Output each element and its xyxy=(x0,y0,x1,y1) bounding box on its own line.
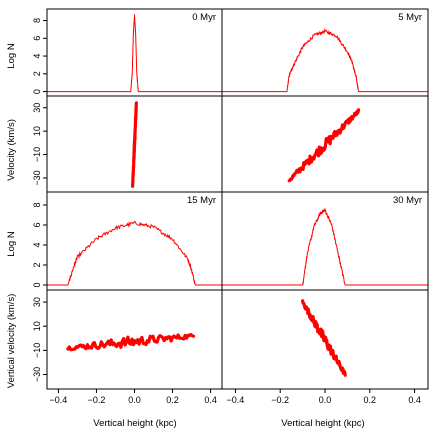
x-tick-label: 0.4 xyxy=(408,395,421,405)
y-tick-label: 6 xyxy=(32,36,42,41)
y-tick-label: 10 xyxy=(32,321,42,331)
logn-series-line xyxy=(47,14,222,93)
panel-time-label: 0 Myr xyxy=(192,12,216,23)
y-tick-label: 8 xyxy=(32,202,42,207)
y-tick-label: 8 xyxy=(32,18,42,23)
x-tick-label: 0.2 xyxy=(364,395,377,405)
panel-time-label: 30 Myr xyxy=(393,195,422,206)
y-tick-label: 10 xyxy=(32,126,42,136)
logn-series-line xyxy=(222,28,428,93)
y-tick-label: 30 xyxy=(32,297,42,307)
x-tick-label: 0.0 xyxy=(319,395,332,405)
x-tick-label: −0.2 xyxy=(271,395,289,405)
panel: 5 Myr xyxy=(222,12,428,183)
y-tick-label: −30 xyxy=(32,367,42,382)
velocity-series-band xyxy=(287,108,361,183)
y-tick-label: 2 xyxy=(32,71,42,76)
velocity-series-band xyxy=(131,101,138,188)
x-tick-label: 0.0 xyxy=(128,395,141,405)
velocity-series-band xyxy=(301,299,347,377)
y-tick-label: −10 xyxy=(32,147,42,162)
x-tick-label: 0.4 xyxy=(204,395,217,405)
row-label-bottom-logn: Log N xyxy=(6,231,17,256)
x-tick-label: −0.2 xyxy=(88,395,106,405)
panel: 0 Myr xyxy=(47,12,222,188)
logn-series-line xyxy=(47,220,222,286)
y-tick-label: 30 xyxy=(32,103,42,113)
row-label-bottom-velocity: Vertical velocity (km/s) xyxy=(6,294,17,389)
panel-time-label: 15 Myr xyxy=(187,195,216,206)
axes: 0 2 4 6 8 −30 −10 10 30 0 2 4 6 8 −30 −10 10 30 −0.4 −0.2 0.… xyxy=(32,8,429,405)
panel: 15 Myr xyxy=(47,195,222,352)
x-tick-label: −0.4 xyxy=(227,395,245,405)
panel-time-label: 5 Myr xyxy=(398,12,422,23)
y-tick-label: 6 xyxy=(32,222,42,227)
velocity-series-band xyxy=(66,332,196,352)
x-axis-title-right: Vertical height (kpc) xyxy=(281,418,364,429)
y-tick-label: −30 xyxy=(32,170,42,185)
panel: 30 Myr xyxy=(222,195,428,377)
panel-grid: 0 Myr 5 Myr 15 Myr 30 Myr xyxy=(47,12,428,377)
y-tick-label: 0 xyxy=(32,89,42,94)
x-tick-label: −0.4 xyxy=(50,395,68,405)
x-axis-title-left: Vertical height (kpc) xyxy=(93,418,176,429)
x-tick-label: 0.2 xyxy=(166,395,179,405)
y-tick-label: 2 xyxy=(32,262,42,267)
y-tick-label: −10 xyxy=(32,343,42,358)
row-label-top-velocity: Velocity (km/s) xyxy=(6,119,17,181)
y-tick-label: 4 xyxy=(32,242,42,247)
y-tick-label: 4 xyxy=(32,54,42,59)
y-tick-label: 0 xyxy=(32,282,42,287)
row-label-top-logn: Log N xyxy=(6,43,17,68)
plot-frame xyxy=(46,8,429,390)
logn-series-line xyxy=(222,208,428,286)
